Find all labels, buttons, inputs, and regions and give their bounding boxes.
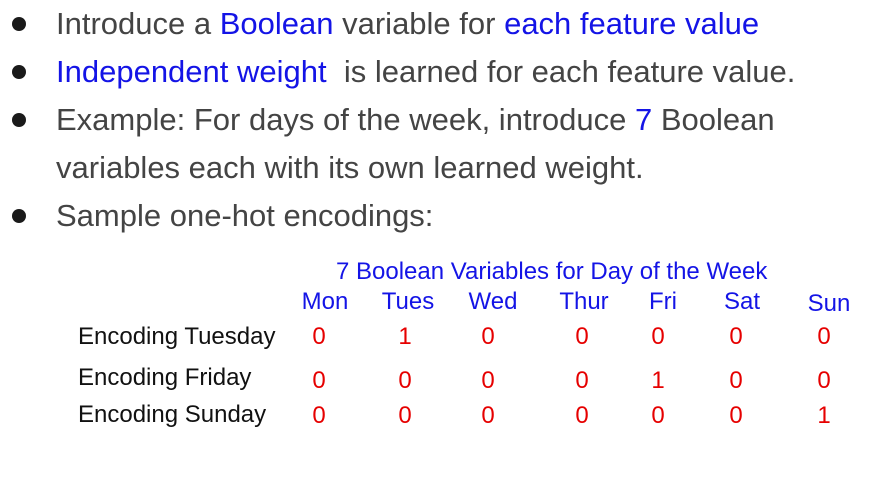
bullet-highlight-each-feature-value: each feature value bbox=[504, 6, 760, 41]
encoding-cell: 0 bbox=[575, 402, 589, 429]
encoding-cell: 0 bbox=[481, 367, 495, 394]
encoding-cell: 1 bbox=[651, 367, 665, 394]
encoding-cell: 0 bbox=[651, 323, 665, 350]
bullet-highlight-boolean: Boolean bbox=[219, 6, 334, 41]
day-header-wed: Wed bbox=[468, 288, 518, 315]
bullet-text-part: Example: For days of the week, introduce bbox=[56, 102, 635, 137]
encoding-cell: 0 bbox=[651, 402, 665, 429]
row-label-friday: Encoding Friday bbox=[78, 364, 252, 391]
encoding-cell: 1 bbox=[817, 402, 831, 429]
encoding-cell: 0 bbox=[481, 402, 495, 429]
encoding-cell: 0 bbox=[575, 323, 589, 350]
encoding-cell: 0 bbox=[729, 323, 743, 350]
day-header-tues: Tues bbox=[381, 288, 435, 315]
encoding-cell: 0 bbox=[817, 367, 831, 394]
day-header-sun: Sun bbox=[807, 290, 851, 317]
encoding-cell: 1 bbox=[398, 323, 412, 350]
bullet-text: Sample one-hot encodings: bbox=[56, 198, 434, 233]
day-header-sat: Sat bbox=[723, 288, 761, 315]
day-header-mon: Mon bbox=[301, 288, 349, 315]
bullet-dot-icon bbox=[12, 65, 26, 79]
day-header-fri: Fri bbox=[649, 288, 677, 315]
encoding-cell: 0 bbox=[312, 367, 326, 394]
bullet-text-part: Introduce a bbox=[56, 6, 220, 41]
bullet-dot-icon bbox=[12, 209, 26, 223]
encoding-cell: 0 bbox=[312, 402, 326, 429]
bullet-dot-icon bbox=[12, 113, 26, 127]
encoding-cell: 0 bbox=[575, 367, 589, 394]
bullet-text-part: variable for bbox=[333, 6, 505, 41]
encoding-cell: 0 bbox=[481, 323, 495, 350]
encoding-cell: 0 bbox=[729, 367, 743, 394]
bullet-text: Independent weight is learned for each f… bbox=[56, 48, 795, 96]
day-header-thur: Thur bbox=[559, 288, 609, 315]
bullet-dot-icon bbox=[12, 17, 26, 31]
bullet-highlight-independent-weight: Independent weight bbox=[56, 54, 327, 89]
bullet-text: Example: For days of the week, introduce… bbox=[56, 96, 775, 144]
bullet-text-part: Boolean bbox=[652, 102, 775, 137]
encoding-cell: 0 bbox=[312, 323, 326, 350]
bullet-text: Introduce a Boolean variable for each fe… bbox=[56, 0, 759, 48]
row-label-sunday: Encoding Sunday bbox=[78, 401, 267, 428]
encoding-cell: 0 bbox=[817, 323, 831, 350]
encoding-cell: 0 bbox=[398, 367, 412, 394]
bullet-text-part: is learned for each feature value. bbox=[326, 54, 796, 89]
bullet-highlight-seven: 7 bbox=[634, 102, 653, 137]
encoding-cell: 0 bbox=[398, 402, 412, 429]
encoding-cell: 0 bbox=[729, 402, 743, 429]
row-label-tuesday: Encoding Tuesday bbox=[78, 323, 276, 350]
encoding-table-title: 7 Boolean Variables for Day of the Week bbox=[336, 258, 768, 285]
bullet-text: variables each with its own learned weig… bbox=[56, 150, 644, 185]
